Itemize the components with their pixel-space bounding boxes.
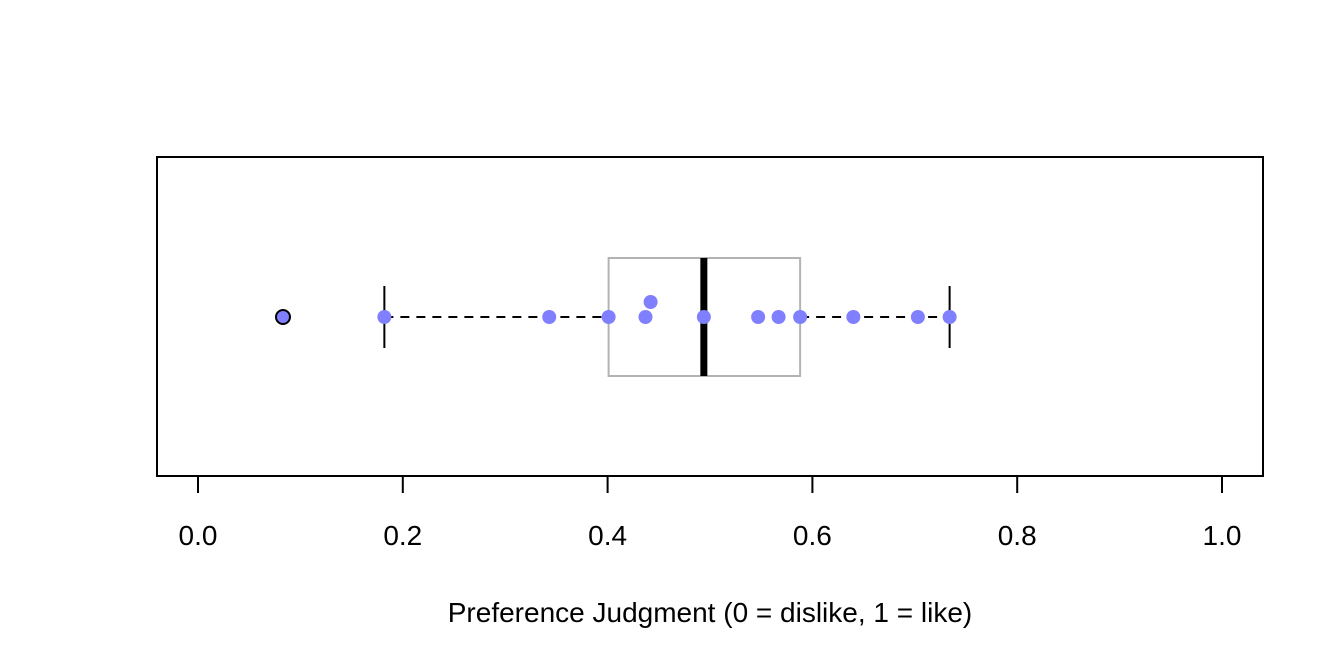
data-point-6 bbox=[751, 310, 766, 324]
data-point-4 bbox=[643, 295, 658, 309]
x-axis: 0.0 0.2 0.4 0.6 0.8 1.0 bbox=[179, 475, 1242, 551]
points-group bbox=[377, 295, 957, 324]
data-point-1 bbox=[542, 310, 557, 324]
data-point-3 bbox=[638, 310, 653, 324]
x-tick-label-5: 1.0 bbox=[1203, 520, 1242, 551]
x-tick-label-2: 0.4 bbox=[588, 520, 627, 551]
outlier-point-0 bbox=[274, 309, 291, 325]
data-point-2 bbox=[601, 310, 616, 324]
data-point-7 bbox=[771, 310, 786, 324]
x-tick-label-0: 0.0 bbox=[179, 520, 218, 551]
x-tick-label-1: 0.2 bbox=[383, 520, 422, 551]
data-point-5 bbox=[696, 310, 711, 324]
data-point-8 bbox=[793, 310, 808, 324]
data-point-0 bbox=[377, 310, 392, 324]
x-tick-label-4: 0.8 bbox=[998, 520, 1037, 551]
data-point-9 bbox=[846, 310, 861, 324]
x-tick-label-3: 0.6 bbox=[793, 520, 832, 551]
data-point-11 bbox=[942, 310, 957, 324]
data-point-10 bbox=[910, 310, 925, 324]
x-axis-title: Preference Judgment (0 = dislike, 1 = li… bbox=[448, 597, 972, 628]
